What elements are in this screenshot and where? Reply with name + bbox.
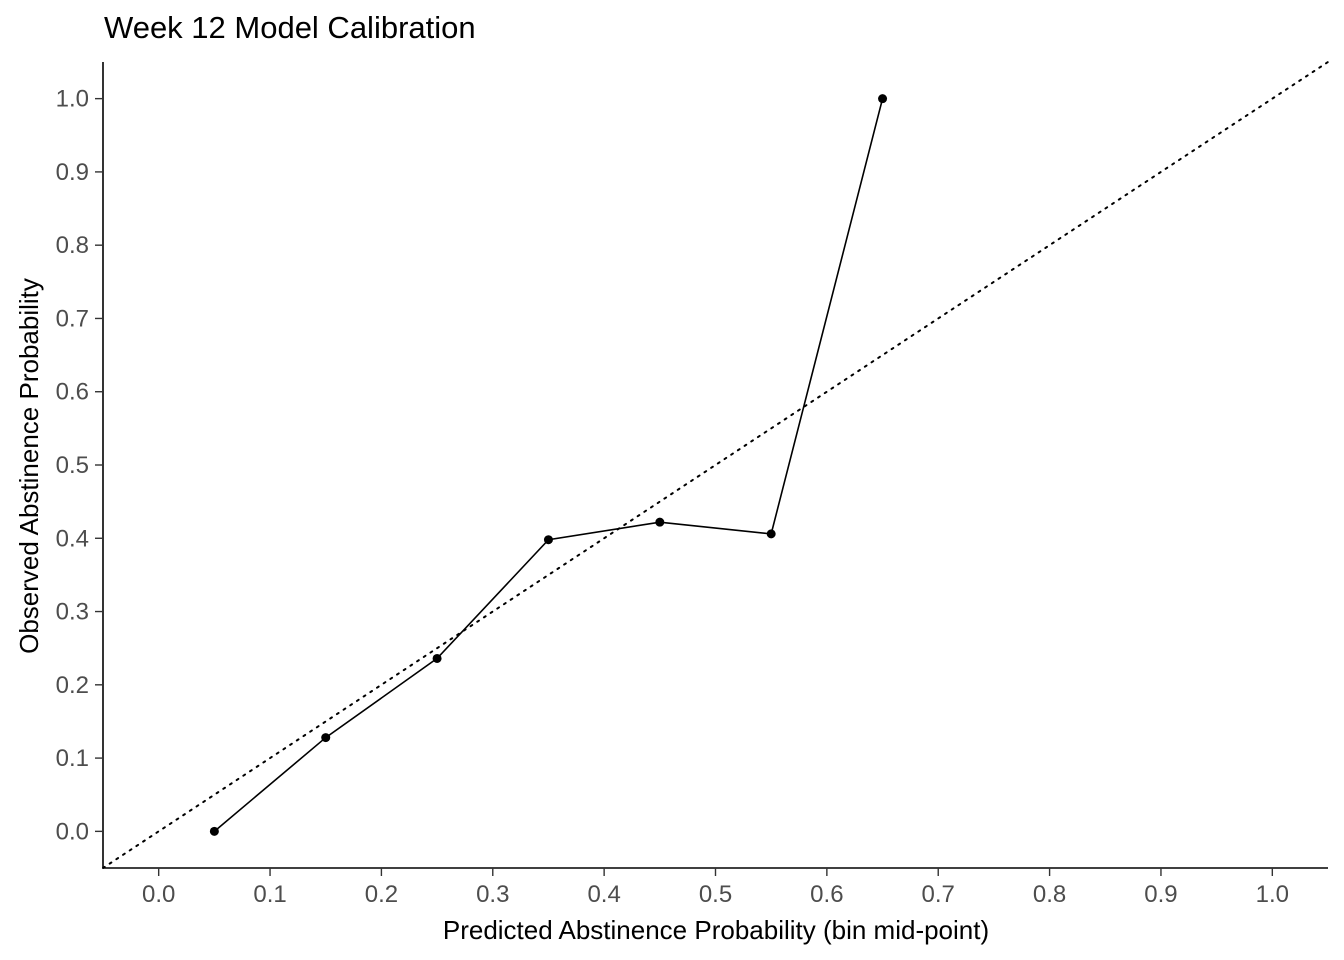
- chart-title: Week 12 Model Calibration: [104, 10, 476, 45]
- series-layer: [209, 94, 888, 836]
- y-tick-label: 0.9: [56, 159, 89, 186]
- y-tick-label: 0.2: [56, 672, 89, 699]
- axes: 0.0 0.1 0.2 0.3 0.4 0.5 0.6 0.7 0.8 0.9 1.0 0.0 0.1 0…: [56, 62, 1328, 908]
- x-tick-label: 0.5: [699, 881, 732, 908]
- y-tick-label: 0.3: [56, 599, 89, 626]
- y-tick-label: 0.5: [56, 452, 89, 479]
- y-tick-label: 0.7: [56, 305, 89, 332]
- data-point: [878, 94, 888, 104]
- x-tick-label: 0.2: [365, 881, 398, 908]
- x-tick-label: 0.6: [810, 881, 843, 908]
- reference-line-layer: [102, 61, 1329, 869]
- y-tick-label: 1.0: [56, 86, 89, 113]
- data-point: [209, 826, 219, 836]
- x-tick-label: 0.8: [1033, 881, 1066, 908]
- data-point: [543, 535, 553, 545]
- x-tick-label: 0.9: [1144, 881, 1177, 908]
- x-tick-label: 0.4: [587, 881, 620, 908]
- y-tick-label: 0.8: [56, 232, 89, 259]
- reference-diagonal-line: [102, 61, 1329, 869]
- data-point: [766, 529, 776, 539]
- x-tick-label: 0.7: [922, 881, 955, 908]
- data-point: [432, 653, 442, 663]
- x-tick-label: 0.1: [253, 881, 286, 908]
- y-tick-label: 0.0: [56, 818, 89, 845]
- y-tick-label: 0.6: [56, 379, 89, 406]
- y-tick-label: 0.4: [56, 525, 89, 552]
- data-point: [321, 733, 331, 743]
- data-point: [655, 517, 665, 527]
- x-axis-title: Predicted Abstinence Probability (bin mi…: [443, 915, 989, 945]
- x-tick-label: 0.0: [142, 881, 175, 908]
- x-tick-label: 0.3: [476, 881, 509, 908]
- y-axis-title: Observed Abstinence Probability: [14, 278, 44, 654]
- series-line: [213, 98, 884, 832]
- x-tick-label: 1.0: [1256, 881, 1289, 908]
- y-tick-label: 0.1: [56, 745, 89, 772]
